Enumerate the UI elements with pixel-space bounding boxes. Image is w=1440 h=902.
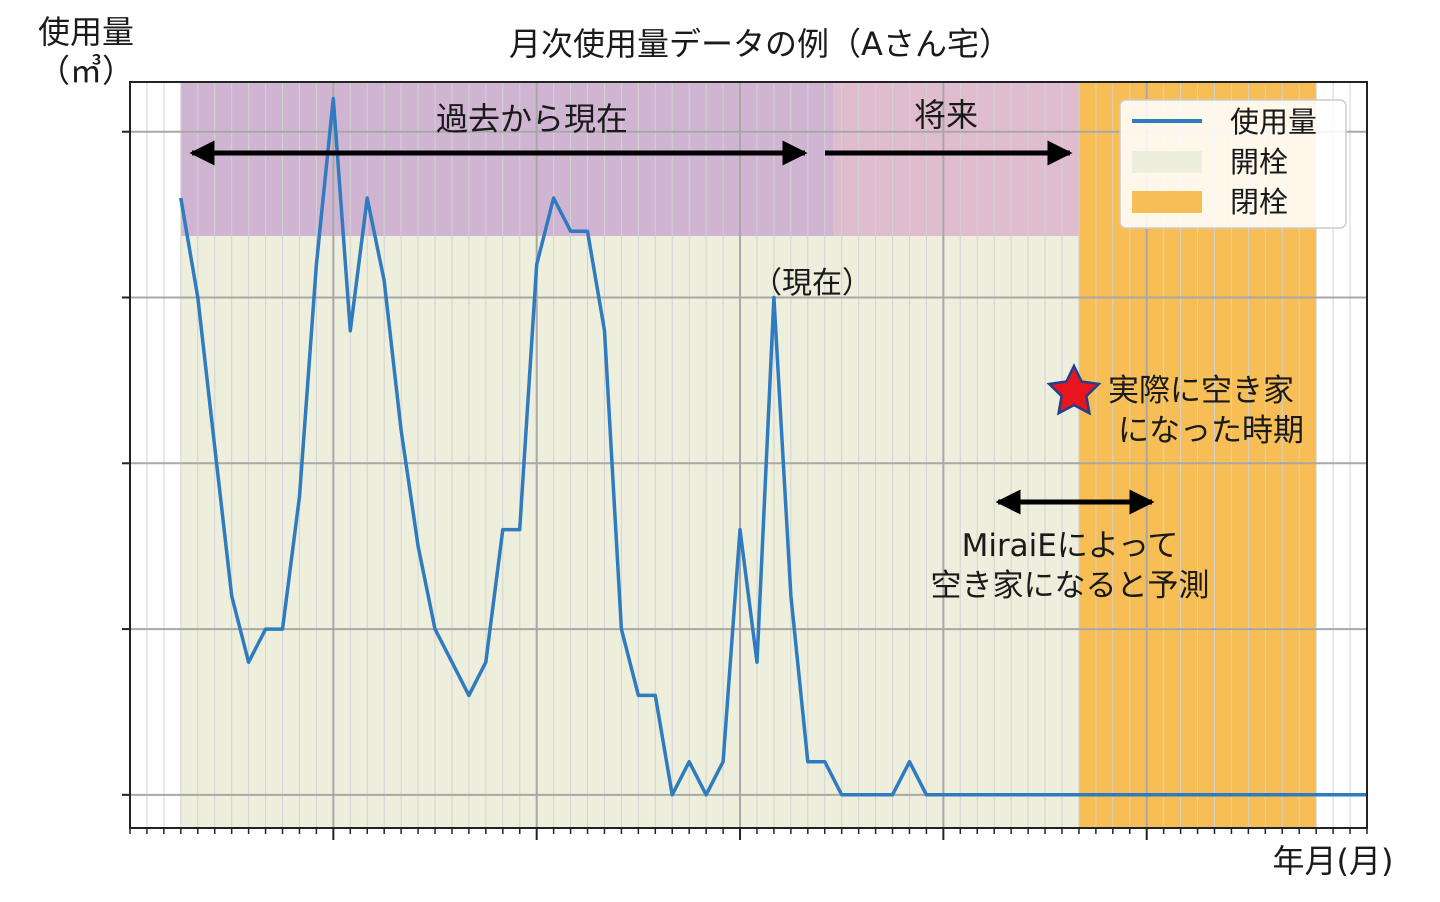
y-axis-unit: （㎥） (38, 52, 134, 90)
band-future (833, 82, 1079, 236)
band-label-future: 将来 (914, 96, 978, 134)
legend-label-closed: 閉栓 (1230, 185, 1288, 219)
usage-line (179, 96, 1367, 797)
legend-label-open: 開栓 (1230, 145, 1288, 179)
legend-swatch-open (1132, 151, 1202, 173)
axis-frame (129, 81, 1368, 829)
prediction-annotation-line2: 空き家になると予測 (931, 568, 1210, 604)
x-axis-label: 年月(月) (1273, 842, 1394, 880)
star-icon (1046, 363, 1102, 416)
vacant-annotation-line2: になった時期 (1118, 413, 1304, 449)
vacant-annotation-line1: 実際に空き家 (1108, 373, 1294, 409)
prediction-annotation-line1: MiraiEによって (962, 528, 1179, 564)
usage-series-line (179, 96, 1367, 797)
y-axis-label: 使用量 (38, 13, 134, 51)
legend-label-usage: 使用量 (1230, 105, 1317, 139)
current-annotation: （現在） (752, 266, 872, 301)
period-bands (180, 82, 1079, 236)
legend-swatch-closed (1132, 191, 1202, 213)
chart-title: 月次使用量データの例（Aさん宅） (509, 25, 1011, 63)
legend: 使用量 開栓 閉栓 (1119, 99, 1347, 229)
band-label-past: 過去から現在 (436, 100, 628, 138)
